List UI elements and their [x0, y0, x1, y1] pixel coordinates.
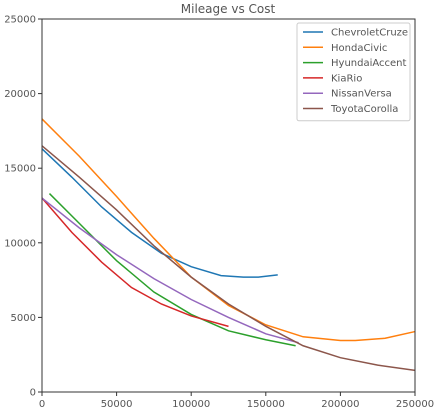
series-line-hondacivic: [41, 118, 416, 342]
x-tick-label: 200000: [321, 399, 359, 410]
legend-box: [296, 22, 411, 122]
chart-title: Mileage vs Cost: [181, 2, 276, 16]
x-tick-label: 250000: [396, 399, 434, 410]
y-tick-label: 20000: [4, 89, 36, 100]
x-tick-label: 0: [39, 399, 45, 410]
x-tick-label: 50000: [101, 399, 133, 410]
legend-label-hyundaiaccent: HyundaiAccent: [331, 58, 407, 69]
series-line-toyotacorolla: [41, 145, 416, 372]
legend-label-chevroletcruze: ChevroletCruze: [331, 28, 408, 39]
x-tick-label: 150000: [247, 399, 285, 410]
plot-lines: [41, 118, 416, 372]
y-tick-label: 10000: [4, 238, 36, 249]
legend-label-toyotacorolla: ToyotaCorolla: [330, 104, 398, 115]
series-line-hyundaiaccent: [48, 193, 296, 347]
series-line-kiario: [41, 197, 229, 328]
series-line-nissanversa: [41, 197, 299, 344]
y-axis: 0 5000 10000 15000 20000 25000: [4, 15, 42, 399]
legend-label-nissanversa: NissanVersa: [331, 89, 392, 100]
x-axis: 0 50000 100000 150000 200000 250000: [39, 392, 434, 410]
legend: ChevroletCruze HondaCivic HyundaiAccent Kia…: [296, 22, 411, 122]
legend-label-kiario: KiaRio: [331, 73, 362, 84]
y-tick-label: 25000: [4, 15, 36, 26]
y-tick-label: 0: [30, 388, 36, 399]
plot-frame: [41, 18, 416, 393]
y-tick-label: 15000: [4, 164, 36, 175]
series-line-chevroletcruze: [41, 148, 278, 278]
y-tick-label: 5000: [11, 313, 36, 324]
x-tick-label: 100000: [172, 399, 210, 410]
legend-label-hondacivic: HondaCivic: [331, 43, 387, 54]
